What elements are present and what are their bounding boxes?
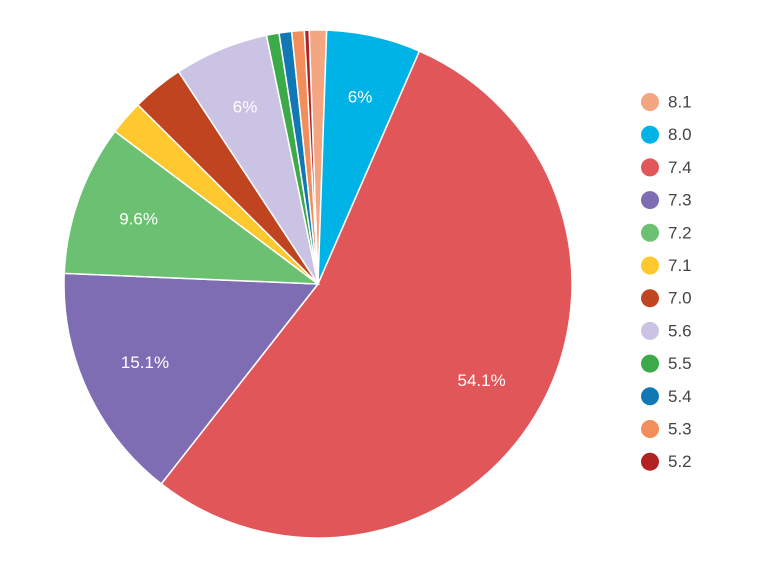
legend-item-8-0[interactable]: 8.0 [641,125,692,144]
data-label-5-6: 6% [233,97,258,116]
pie-slice-7-2[interactable] [63,130,321,285]
legend-item-7-1[interactable]: 7.1 [641,256,692,275]
legend-label: 7.4 [668,158,692,177]
legend-swatch [641,289,659,308]
legend-label: 5.4 [668,387,692,406]
pie-slices [63,29,573,539]
legend: 8.1 8.0 7.4 7.3 7.2 7.1 7.0 5.6 5.5 5.4 5.3 5.2 [641,92,692,471]
legend-label: 8.1 [668,92,692,111]
legend-label: 7.0 [668,289,692,308]
legend-item-5-4[interactable]: 5.4 [641,387,692,406]
legend-label: 5.6 [668,321,692,340]
legend-item-7-4[interactable]: 7.4 [641,158,692,177]
legend-swatch [641,354,659,373]
legend-label: 7.2 [668,223,692,242]
data-label-7-4: 54.1% [458,371,506,390]
legend-label: 5.2 [668,452,692,471]
legend-swatch [641,256,659,275]
legend-label: 5.3 [668,419,692,438]
legend-item-7-3[interactable]: 7.3 [641,191,692,210]
legend-item-7-2[interactable]: 7.2 [641,223,692,242]
pie-data-labels: 6% 54.1% 15.1% 9.6% 6% [119,88,505,390]
pie-slice-7-4[interactable] [160,50,573,539]
legend-label: 7.1 [668,256,692,275]
legend-item-5-6[interactable]: 5.6 [641,321,692,340]
data-label-8-0: 6% [348,88,373,107]
legend-label: 5.5 [668,354,692,373]
legend-label: 7.3 [668,191,692,210]
data-label-7-3: 15.1% [121,353,169,372]
legend-item-5-2[interactable]: 5.2 [641,452,692,471]
legend-item-8-1[interactable]: 8.1 [641,92,692,111]
legend-label: 8.0 [668,125,692,144]
legend-swatch [641,452,659,471]
pie-slice-5-2[interactable] [303,29,319,285]
legend-item-5-3[interactable]: 5.3 [641,419,692,438]
pie-slice-7-3[interactable] [63,272,320,485]
legend-swatch [641,223,659,242]
legend-swatch [641,125,659,144]
legend-swatch [641,158,659,177]
legend-item-5-5[interactable]: 5.5 [641,354,692,373]
data-label-7-2: 9.6% [119,209,158,228]
legend-item-7-0[interactable]: 7.0 [641,289,692,308]
legend-swatch [641,321,659,340]
legend-swatch [641,387,659,406]
legend-swatch [641,191,659,210]
legend-swatch [641,420,659,438]
legend-swatch [641,93,659,111]
